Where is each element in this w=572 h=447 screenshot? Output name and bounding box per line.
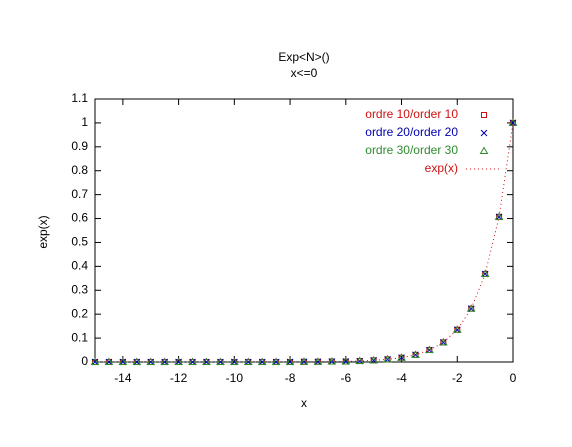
marker-triangle: [452, 325, 462, 333]
marker-triangle: [383, 354, 392, 363]
marker-triangle: [146, 357, 156, 365]
legend-label: ordre 10/order 10: [365, 107, 458, 121]
x-axis-label: x: [301, 396, 307, 410]
y-tick-label: 0.7: [71, 187, 88, 201]
marker-triangle: [160, 357, 170, 365]
marker-triangle: [494, 212, 504, 220]
marker-triangle: [202, 357, 211, 365]
marker-triangle: [229, 357, 239, 365]
marker-triangle: [174, 357, 183, 365]
x-tick-label: 0: [510, 371, 517, 385]
marker-triangle: [327, 357, 337, 365]
y-tick-label: 0.2: [71, 306, 88, 320]
marker-triangle: [90, 357, 100, 365]
chart-title: Exp<N>(): [278, 50, 329, 64]
y-tick-label: 0.8: [71, 163, 88, 177]
y-tick-label: 0.3: [71, 282, 88, 296]
y-axis-label: exp(x): [36, 215, 50, 248]
y-tick-label: 0.1: [71, 330, 88, 344]
legend-marker: [481, 112, 487, 118]
marker-cross: [398, 354, 405, 362]
marker-triangle: [480, 269, 490, 278]
y-tick-label: 0.6: [71, 211, 88, 225]
legend-marker: [479, 146, 489, 154]
chart-subtitle: x<=0: [291, 66, 318, 80]
marker-cross: [426, 346, 433, 354]
marker-triangle: [216, 357, 225, 365]
marker-triangle: [425, 345, 434, 354]
marker-triangle: [466, 304, 476, 312]
x-tick-label: -12: [170, 371, 188, 385]
x-tick-label: -4: [396, 371, 407, 385]
legend-label: ordre 30/order 30: [365, 143, 458, 157]
x-tick-label: -6: [340, 371, 351, 385]
marker-triangle: [118, 357, 128, 365]
marker-triangle: [299, 357, 309, 365]
marker-triangle: [243, 357, 253, 365]
y-tick-label: 0: [81, 354, 88, 368]
legend-label: exp(x): [425, 161, 458, 175]
marker-triangle: [188, 357, 197, 365]
y-tick-label: 0.4: [71, 259, 88, 273]
x-tick-label: -2: [452, 371, 463, 385]
x-tick-label: -10: [226, 371, 244, 385]
marker-cross: [370, 356, 378, 364]
marker-triangle: [411, 350, 420, 358]
y-tick-label: 1.1: [71, 91, 88, 105]
y-tick-label: 0.5: [71, 235, 88, 249]
y-tick-label: 0.9: [71, 139, 88, 153]
legend-marker: [480, 129, 488, 137]
marker-triangle: [271, 357, 281, 365]
x-tick-label: -8: [285, 371, 296, 385]
marker-triangle: [355, 356, 365, 365]
marker-triangle: [438, 337, 448, 346]
legend-label: ordre 20/order 20: [365, 125, 458, 139]
x-tick-label: -14: [114, 371, 132, 385]
marker-cross: [509, 119, 517, 127]
y-tick-label: 1: [81, 115, 88, 129]
